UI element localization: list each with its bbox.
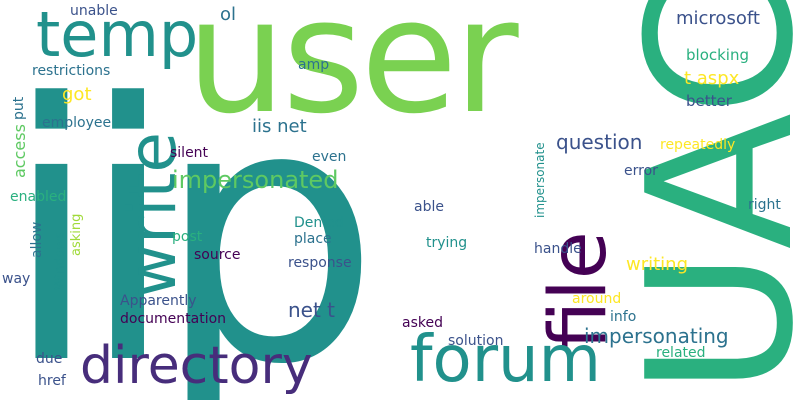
word-way: way [2, 272, 30, 286]
word-impersonate: impersonate [534, 142, 546, 218]
word-apparently: Apparently [120, 294, 197, 308]
word-asking: asking [70, 214, 83, 256]
word-response: response [288, 256, 352, 270]
word-access: access [12, 124, 28, 178]
word-microsoft: microsoft [676, 10, 760, 28]
word-solution: solution [448, 334, 503, 348]
word-restrictions: restrictions [32, 64, 110, 78]
word-t-aspx: t aspx [684, 70, 739, 88]
word-repeatedly: repeatedly [660, 138, 735, 152]
word-better: better [686, 94, 732, 109]
word-impersonated: impersonated [172, 168, 338, 192]
word-amp: amp [298, 58, 329, 72]
word-ol: ol [220, 6, 236, 24]
word-blocking: blocking [686, 48, 749, 63]
word-net-t: net t [288, 300, 335, 320]
word-got: got [62, 86, 92, 104]
word-writing: writing [626, 256, 688, 274]
word-allow: allow [30, 222, 44, 258]
word-able: able [414, 200, 444, 214]
word-windows: Windows [54, 232, 67, 290]
word-place: place [294, 232, 332, 246]
word-directory: directory [80, 340, 313, 392]
word-href: href [38, 374, 66, 388]
word-even: even [312, 150, 346, 164]
word-question: question [556, 132, 642, 152]
word-due: due [36, 352, 62, 366]
word-error: error [624, 164, 658, 178]
word-denied: Denied [294, 216, 344, 230]
word-handle: handle [534, 242, 582, 256]
word-employee: employee [42, 116, 111, 130]
word-silent: silent [170, 146, 208, 160]
word-forum: forum [410, 328, 601, 392]
word-source: source [194, 248, 241, 262]
word-enabled: enabled [10, 190, 66, 204]
word-trying: trying [426, 236, 467, 250]
word-post: post [172, 230, 202, 244]
word-related: related [656, 346, 706, 360]
word-unable: unable [70, 4, 118, 18]
word-asked: asked [402, 316, 443, 330]
word-info: info [610, 310, 636, 324]
word-documentation: documentation [120, 312, 226, 326]
word-iis-net: iis net [252, 118, 307, 136]
word-right: right [748, 198, 781, 212]
word-around: around [572, 292, 621, 306]
word-put: put [12, 97, 26, 120]
word-impersonating: impersonating [584, 326, 729, 346]
